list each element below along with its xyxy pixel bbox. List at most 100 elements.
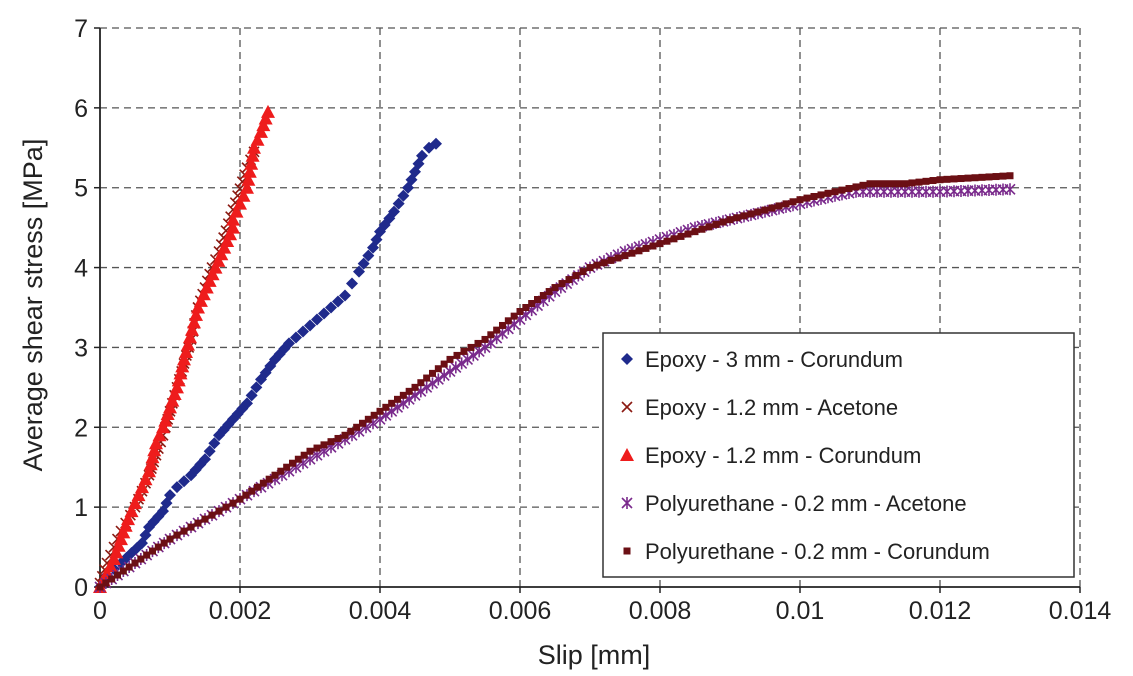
data-point (388, 399, 396, 407)
data-point (838, 186, 846, 194)
data-point (164, 489, 176, 502)
legend-box (602, 332, 1075, 578)
data-point (304, 319, 316, 332)
data-point (796, 196, 804, 204)
data-point (880, 180, 888, 188)
data-point (392, 197, 405, 210)
data-point (985, 173, 993, 181)
data-point (166, 535, 174, 543)
series-5 (96, 172, 1014, 591)
legend: Epoxy - 3 mm - Corundum Epoxy - 1.2 mm - … (602, 332, 1075, 578)
data-point (539, 292, 547, 300)
data-point (220, 233, 235, 247)
data-point (572, 272, 580, 280)
data-point (698, 225, 706, 233)
data-point (510, 312, 518, 320)
data-point (607, 256, 615, 264)
data-point (382, 403, 390, 411)
data-point (417, 379, 425, 387)
data-point (999, 172, 1007, 180)
data-point (254, 483, 261, 491)
data-point (364, 415, 372, 423)
data-point (467, 349, 479, 362)
data-point (705, 223, 713, 231)
data-point (201, 515, 209, 523)
data-point (208, 260, 223, 274)
data-points (93, 104, 1016, 593)
x-tick-label: 0.008 (629, 597, 692, 625)
data-point (325, 301, 337, 314)
data-point (936, 176, 944, 184)
data-point (196, 287, 211, 301)
data-point (189, 307, 203, 321)
y-tick-label: 3 (74, 334, 88, 362)
data-point (929, 177, 937, 185)
data-point (1006, 172, 1014, 180)
data-point (108, 575, 116, 583)
data-point (474, 339, 482, 347)
data-point (399, 391, 407, 399)
data-point (271, 471, 279, 479)
data-point (493, 326, 501, 334)
data-point (283, 463, 291, 471)
data-point (294, 455, 302, 463)
data-point (522, 304, 530, 311)
data-point (181, 337, 195, 351)
data-point (128, 496, 142, 510)
data-point (138, 472, 153, 486)
data-point (171, 481, 183, 494)
data-point (103, 559, 118, 573)
data-point (167, 387, 182, 401)
data-point (446, 355, 454, 363)
data-point (712, 220, 720, 228)
data-point (586, 264, 594, 272)
data-point (313, 444, 321, 452)
data-point (131, 559, 139, 567)
data-point (170, 380, 184, 394)
x-tick-label: 0.006 (489, 597, 552, 625)
data-point (593, 261, 601, 269)
data-point (258, 111, 273, 125)
data-point (992, 173, 1000, 181)
data-point (147, 443, 162, 457)
data-point (621, 252, 629, 260)
data-point (450, 361, 462, 374)
data-point (430, 137, 442, 150)
data-point (289, 459, 296, 467)
data-point (152, 428, 167, 442)
data-point (852, 183, 860, 191)
x-tick-label: 0.002 (209, 597, 272, 625)
data-point (677, 232, 685, 240)
data-point (173, 366, 188, 380)
data-point (241, 397, 253, 410)
data-point (635, 247, 643, 255)
data-point (187, 315, 201, 329)
data-point (376, 407, 384, 415)
data-point (481, 335, 489, 343)
data-point (456, 357, 468, 370)
data-point (283, 337, 295, 350)
data-point (165, 393, 180, 407)
data-point (311, 313, 323, 326)
data-point (971, 174, 979, 182)
data-point (149, 547, 156, 555)
data-point (236, 188, 251, 202)
legend-label: Epoxy - 1.2 mm - Acetone (645, 395, 898, 420)
data-point (901, 180, 909, 188)
data-point (528, 300, 536, 308)
data-point (656, 240, 664, 248)
data-point (565, 276, 573, 284)
data-point (250, 381, 263, 394)
x-tick-label: 0.004 (349, 597, 412, 625)
data-point (733, 214, 741, 222)
data-point (473, 345, 485, 358)
y-tick-label: 2 (74, 414, 88, 442)
data-point (943, 175, 951, 183)
data-point (202, 273, 217, 287)
data-point (894, 180, 902, 188)
data-point (440, 360, 448, 368)
data-point (248, 487, 256, 495)
y-tick-label: 6 (74, 95, 88, 123)
data-point (691, 228, 699, 236)
